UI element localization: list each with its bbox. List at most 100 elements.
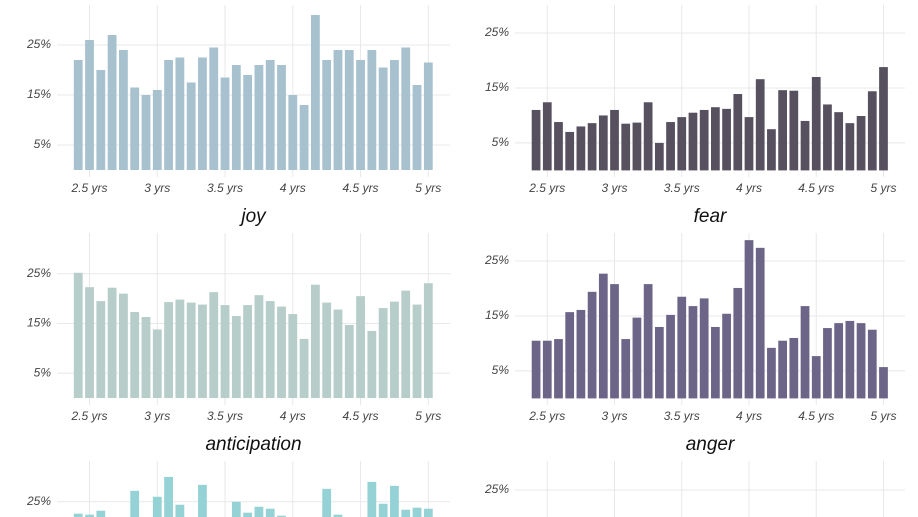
bar <box>73 513 83 517</box>
bar <box>856 323 866 399</box>
facet-title: anger <box>686 434 735 455</box>
y-tick-label: 25% <box>26 266 51 280</box>
y-tick-label: 5% <box>492 363 510 377</box>
bar <box>390 485 399 517</box>
bar <box>378 67 388 170</box>
bar <box>755 79 765 171</box>
x-tick-label: 2.5 yrs <box>71 409 108 423</box>
bar <box>164 476 173 517</box>
bar <box>243 75 253 170</box>
bar <box>554 339 563 399</box>
bar <box>356 60 365 170</box>
bar <box>96 70 106 170</box>
bar <box>621 123 631 171</box>
bar <box>722 108 731 171</box>
bar <box>209 292 219 399</box>
bar <box>209 47 219 170</box>
bar <box>531 109 541 171</box>
bar <box>554 122 563 171</box>
bar <box>643 102 653 171</box>
bar <box>378 308 388 399</box>
x-tick-label: 5 yrs <box>870 181 896 195</box>
x-tick-label: 4 yrs <box>280 181 306 195</box>
bar <box>632 317 642 399</box>
bar <box>299 338 309 399</box>
bar <box>412 85 422 170</box>
bar <box>367 330 377 399</box>
bar <box>654 142 664 171</box>
bar <box>834 323 844 399</box>
bar <box>722 313 731 399</box>
bar <box>823 328 832 399</box>
bar <box>322 488 332 517</box>
bar <box>198 484 207 517</box>
bar <box>333 50 343 170</box>
y-tick-label: 25% <box>26 494 51 508</box>
y-tick-label: 5% <box>492 135 510 149</box>
bar <box>744 240 754 399</box>
bar <box>141 95 151 170</box>
x-tick-label: 3.5 yrs <box>207 181 243 195</box>
bar <box>265 508 275 517</box>
bar <box>789 90 799 171</box>
bar <box>755 247 765 399</box>
x-tick-label: 4 yrs <box>280 409 306 423</box>
bar <box>175 504 185 517</box>
bar <box>823 104 832 171</box>
bar <box>412 507 422 517</box>
bar <box>152 496 162 517</box>
bar <box>677 296 687 399</box>
x-tick-label: 4 yrs <box>736 181 762 195</box>
bar <box>778 90 787 171</box>
x-tick-label: 4.5 yrs <box>798 409 834 423</box>
bar <box>356 296 365 399</box>
bar <box>666 122 675 171</box>
x-tick-label: 4.5 yrs <box>798 181 834 195</box>
bar <box>277 515 286 517</box>
y-tick-label: 25% <box>484 253 509 267</box>
x-tick-label: 4 yrs <box>736 409 762 423</box>
facet-title: fear <box>694 206 727 227</box>
x-tick-label: 3.5 yrs <box>664 181 700 195</box>
bar <box>231 316 241 399</box>
bar <box>119 293 128 399</box>
bar <box>800 120 810 171</box>
bar <box>322 60 332 170</box>
bar <box>423 508 433 517</box>
y-tick-label: 15% <box>485 80 509 94</box>
bar <box>711 107 720 171</box>
y-tick-label: 15% <box>485 308 509 322</box>
y-tick-label: 15% <box>27 87 51 101</box>
bar <box>834 112 844 171</box>
bar <box>867 91 877 171</box>
bar <box>610 109 619 171</box>
bar <box>610 284 619 399</box>
bar <box>333 309 343 399</box>
bar <box>186 302 196 399</box>
bar <box>688 306 698 399</box>
bar <box>73 272 83 399</box>
bar <box>130 490 140 517</box>
bar <box>277 65 286 170</box>
bar <box>367 50 377 170</box>
bar <box>119 50 128 170</box>
bar <box>845 123 855 171</box>
bar <box>654 326 664 399</box>
bar <box>277 306 286 399</box>
bar <box>879 67 888 171</box>
bar <box>175 299 185 399</box>
bar <box>152 90 162 170</box>
bar <box>542 102 552 171</box>
bar <box>531 340 541 399</box>
bar <box>789 337 799 399</box>
bar <box>699 298 709 399</box>
bar <box>767 347 776 399</box>
x-tick-label: 2.5 yrs <box>71 181 108 195</box>
bar <box>598 115 608 171</box>
bar <box>107 287 117 399</box>
bar <box>733 94 743 171</box>
bar <box>130 87 140 170</box>
facet-title: anticipation <box>205 434 301 455</box>
x-tick-label: 5 yrs <box>415 181 441 195</box>
